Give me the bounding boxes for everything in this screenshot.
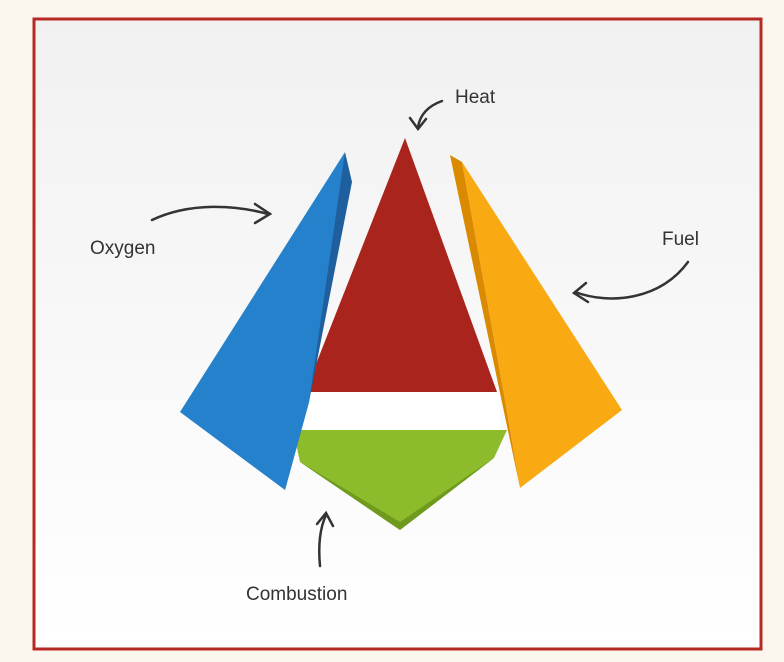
gap <box>305 392 500 430</box>
fire-tetrahedron-diagram: Heat Oxygen Fuel Combustion <box>0 0 784 657</box>
combustion-label: Combustion <box>246 584 347 605</box>
fuel-label: Fuel <box>662 229 699 250</box>
page: {"labels": {"heat": "Heat", "oxygen": "O… <box>0 0 784 657</box>
oxygen-label: Oxygen <box>90 238 155 259</box>
heat-label: Heat <box>455 87 496 108</box>
